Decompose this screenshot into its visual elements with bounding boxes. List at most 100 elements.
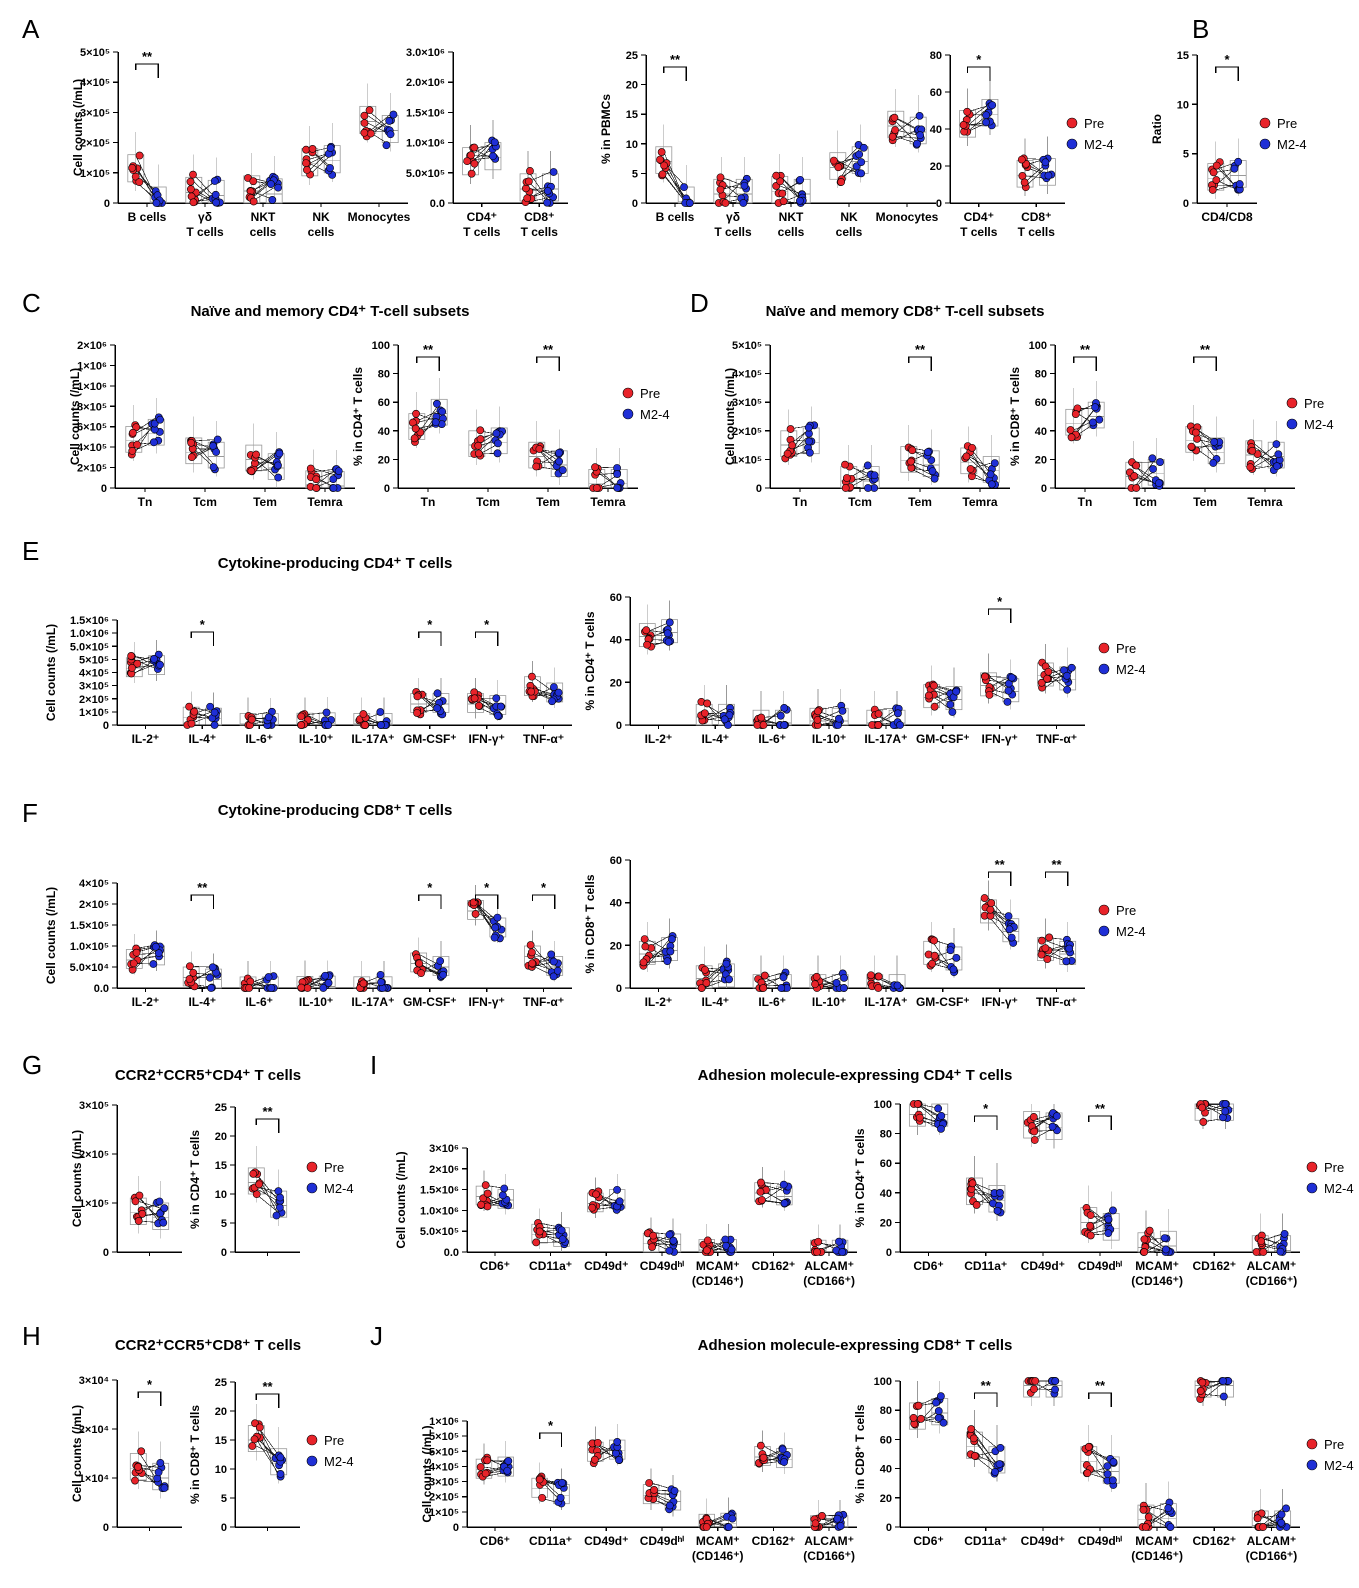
y-axis-label: Cell counts (/mL) xyxy=(70,1405,84,1502)
x-tick-label-line: γδ xyxy=(726,210,740,224)
x-tick-label-line: Tem xyxy=(536,495,560,509)
pre-point xyxy=(1212,176,1221,184)
y-tick-label: 20 xyxy=(880,1217,892,1229)
significance-label: * xyxy=(427,880,433,895)
post-point xyxy=(329,475,338,484)
post-point xyxy=(154,949,163,957)
x-tick-label-line: CD162⁺ xyxy=(752,1259,796,1273)
post-point xyxy=(275,449,284,458)
x-tick-label-line: IL-10⁺ xyxy=(299,995,333,1009)
pre-point xyxy=(702,1246,711,1255)
post-point xyxy=(149,960,158,968)
pre-point xyxy=(649,1231,658,1240)
chart-C1: C Naïve and memory CD4⁺ T-cell subsets 0 2×… xyxy=(22,288,469,509)
post-point xyxy=(946,700,955,709)
pre-point xyxy=(1257,1237,1266,1246)
pair-line xyxy=(895,129,919,136)
significance-label: * xyxy=(1224,52,1230,67)
pre-point xyxy=(967,1425,976,1433)
x-tick-label-line: NKT xyxy=(779,210,804,224)
post-point xyxy=(376,708,385,716)
x-tick-label: γδ T cells xyxy=(714,210,752,239)
pre-point xyxy=(476,426,485,435)
post-point xyxy=(272,1211,281,1220)
y-tick-label: 2×10⁵ xyxy=(80,138,110,150)
x-tick-label-line: CD162⁺ xyxy=(1192,1259,1236,1273)
post-point xyxy=(996,1443,1005,1452)
significance-bracket xyxy=(135,63,159,78)
y-tick-label: 5 xyxy=(1183,149,1189,161)
x-tick-label: IL-17A⁺ xyxy=(351,995,394,1009)
y-tick-label: 0 xyxy=(616,983,622,995)
post-point xyxy=(504,1457,513,1465)
chart-J1: J Adhesion molecule-expressing CD8⁺ T cel… xyxy=(370,1321,1012,1563)
post-point xyxy=(777,984,786,992)
y-tick-label: 0 xyxy=(756,483,762,495)
pre-point xyxy=(535,1475,544,1484)
post-point xyxy=(436,957,445,965)
pre-point xyxy=(1198,1103,1206,1112)
pre-point xyxy=(657,148,666,156)
y-tick-label: 5.0×10⁴ xyxy=(70,962,109,974)
legend-post-label: M2-4 xyxy=(1324,1181,1354,1196)
y-tick-label: 4×10⁵ xyxy=(77,442,107,454)
x-tick-label-line: CD11a⁺ xyxy=(964,1259,1007,1273)
y-tick-label: 0 xyxy=(886,1247,892,1259)
y-tick-label: 80 xyxy=(1035,369,1047,381)
y-tick-label: 0 xyxy=(103,720,109,732)
post-point xyxy=(995,1460,1004,1468)
x-tick-label: MCAM⁺ (CD146⁺) xyxy=(692,1534,744,1563)
post-point xyxy=(1149,465,1157,473)
box xyxy=(497,1456,514,1477)
y-tick-label: 10 xyxy=(215,1464,227,1476)
pre-point xyxy=(788,441,797,450)
post-point xyxy=(496,702,505,711)
x-tick-label-line: Tem xyxy=(1193,495,1217,509)
significance-bracket xyxy=(1088,1115,1112,1130)
y-tick-label: 10 xyxy=(1177,99,1189,111)
y-axis-label: Cell counts (/mL) xyxy=(394,1151,408,1248)
y-tick-label: 3.0×10⁶ xyxy=(406,47,445,59)
significance-bracket xyxy=(539,1432,563,1447)
pair-line xyxy=(532,676,555,693)
x-tick-label-line: IL-6⁺ xyxy=(758,995,786,1009)
post-point xyxy=(993,1206,1002,1215)
pre-point xyxy=(716,185,725,194)
post-point xyxy=(555,448,563,457)
y-tick-label: 5×10⁵ xyxy=(732,340,762,352)
pair-line xyxy=(193,442,217,468)
post-point xyxy=(857,158,866,167)
legend: Pre M2-4 xyxy=(1286,396,1334,432)
x-tick-label-line: GM-CSF⁺ xyxy=(916,995,970,1009)
pre-point xyxy=(1031,1377,1040,1385)
post-point xyxy=(156,415,164,424)
pre-point xyxy=(137,1447,146,1456)
pre-point xyxy=(481,1181,490,1190)
y-tick-label: 4×10⁵ xyxy=(80,77,110,89)
pre-point xyxy=(1198,1378,1207,1387)
pre-point xyxy=(928,959,937,968)
x-tick-label-line: MCAM⁺ xyxy=(1135,1259,1179,1273)
y-tick-label: 0.0 xyxy=(444,1247,459,1259)
pre-point xyxy=(128,663,136,672)
post-point xyxy=(1219,1377,1227,1385)
pre-point xyxy=(1132,461,1141,470)
x-tick-label-line: CD6⁺ xyxy=(480,1534,510,1548)
x-tick-label-line: CD162⁺ xyxy=(752,1534,796,1548)
post-point xyxy=(934,1104,943,1113)
pre-point xyxy=(641,942,650,951)
y-tick-label: 60 xyxy=(880,1434,892,1446)
pre-point xyxy=(650,1486,659,1494)
x-tick-label: IL-6⁺ xyxy=(758,732,786,746)
y-tick-label: 3×10⁵ xyxy=(79,1100,109,1112)
post-point xyxy=(1103,1462,1112,1470)
x-tick-label: GM-CSF⁺ xyxy=(403,995,457,1009)
pre-point xyxy=(874,721,883,729)
x-tick-label-line: B cells xyxy=(128,210,167,224)
x-tick-label-line: Tcm xyxy=(848,495,872,509)
pre-point xyxy=(303,166,311,174)
x-tick-label: IL-2⁺ xyxy=(645,732,673,746)
y-tick-label: 0 xyxy=(221,1522,227,1534)
pre-point xyxy=(841,460,849,469)
pre-point xyxy=(1030,1385,1038,1393)
